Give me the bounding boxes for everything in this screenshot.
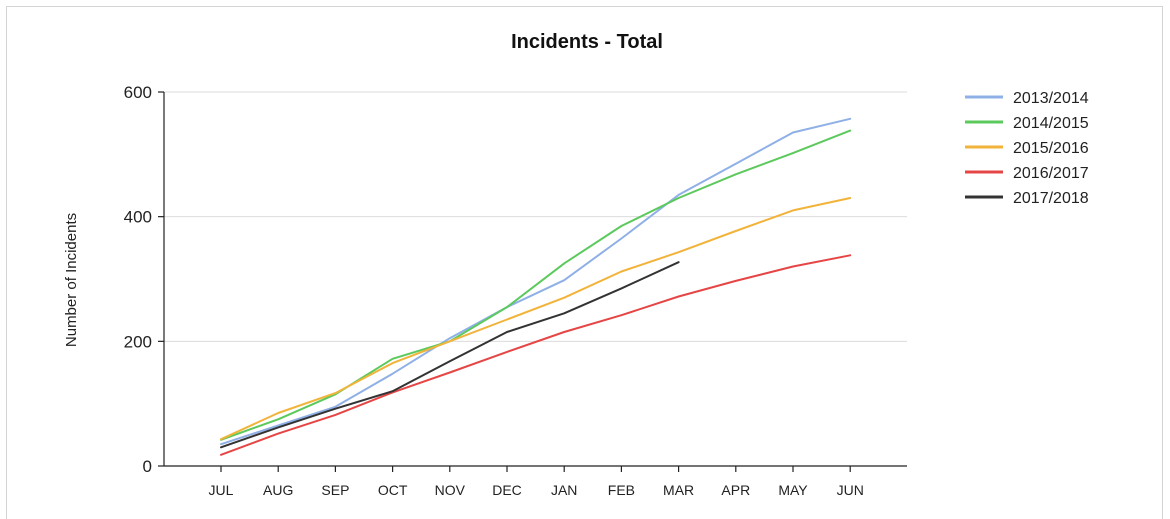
- legend: 2013/2014 2014/2015 2015/2016 2016/2017 2017…: [965, 90, 1089, 207]
- x-tick-label-apr: APR: [721, 482, 750, 498]
- legend-label-2017-2018: 2017/2018: [1013, 190, 1089, 207]
- x-tick-label-nov: NOV: [435, 482, 466, 498]
- legend-label-2014-2015: 2014/2015: [1013, 115, 1089, 132]
- series-line-2013-2014: [220, 117, 852, 446]
- y-axis-label: Number of Incidents: [63, 213, 80, 347]
- y-tick-labels: 0 200 400 600: [124, 83, 164, 476]
- series-lines: [220, 117, 852, 456]
- chart-title: Incidents - Total: [511, 31, 663, 53]
- legend-label-2015-2016: 2015/2016: [1013, 140, 1089, 157]
- series-line-2015-2016: [220, 197, 852, 441]
- y-tick-label-600: 600: [124, 83, 152, 102]
- x-tick-label-jan: JAN: [551, 482, 577, 498]
- x-tick-label-aug: AUG: [263, 482, 293, 498]
- legend-label-2013-2014: 2013/2014: [1013, 90, 1089, 107]
- series-line-2016-2017: [220, 254, 852, 456]
- series-line-2014-2015: [220, 129, 852, 441]
- grid-lines: [164, 91, 907, 342]
- x-tick-label-oct: OCT: [378, 482, 408, 498]
- legend-label-2016-2017: 2016/2017: [1013, 165, 1089, 182]
- x-tick-label-sep: SEP: [321, 482, 349, 498]
- x-tick-label-dec: DEC: [492, 482, 522, 498]
- y-tick-label-200: 200: [124, 332, 152, 351]
- x-tick-label-jul: JUL: [209, 482, 234, 498]
- y-tick-label-400: 400: [124, 208, 152, 227]
- series-line-2017-2018: [220, 261, 680, 449]
- axes: [163, 92, 907, 467]
- x-tick-label-may: MAY: [778, 482, 808, 498]
- x-tick-label-mar: MAR: [663, 482, 694, 498]
- x-tick-labels: JUL AUG SEP OCT NOV DEC JAN FEB MAR APR MAY JUN: [209, 466, 864, 498]
- x-tick-label-feb: FEB: [608, 482, 635, 498]
- x-tick-label-jun: JUN: [837, 482, 864, 498]
- y-tick-label-0: 0: [143, 457, 152, 476]
